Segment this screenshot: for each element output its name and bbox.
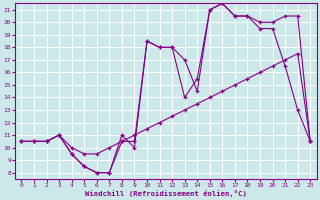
X-axis label: Windchill (Refroidissement éolien,°C): Windchill (Refroidissement éolien,°C) xyxy=(85,190,247,197)
